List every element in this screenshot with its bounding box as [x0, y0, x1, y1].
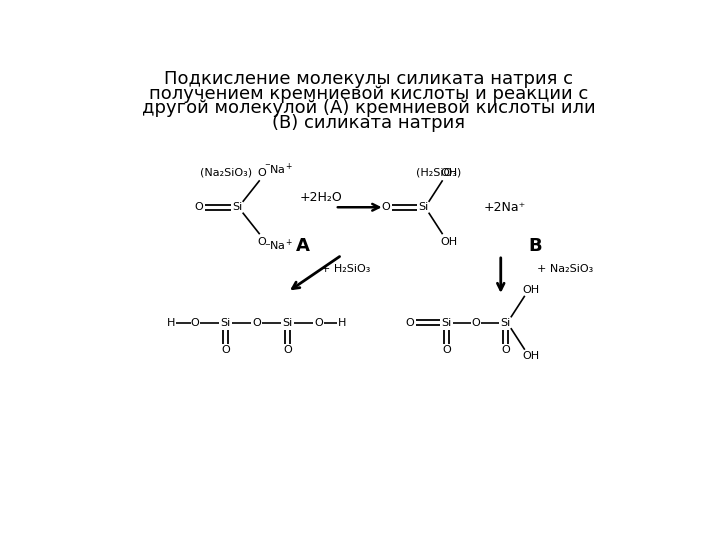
Text: Подкисление молекулы силиката натрия с: Подкисление молекулы силиката натрия с: [164, 70, 574, 88]
Text: +2H₂O: +2H₂O: [300, 191, 342, 204]
Text: Si: Si: [220, 318, 230, 328]
Text: $^-$: $^-$: [264, 242, 271, 252]
Text: Na$^+$: Na$^+$: [269, 238, 294, 253]
Text: OH: OH: [523, 285, 539, 295]
Text: O: O: [283, 346, 292, 355]
Text: B: B: [528, 237, 542, 255]
Text: другой молекулой (А) кремниевой кислоты или: другой молекулой (А) кремниевой кислоты …: [142, 99, 596, 117]
Text: OH: OH: [523, 351, 539, 361]
Text: OH: OH: [440, 237, 457, 247]
Text: +2Na⁺: +2Na⁺: [484, 201, 526, 214]
Text: Na$^+$: Na$^+$: [269, 162, 294, 177]
Text: O: O: [501, 346, 510, 355]
Text: O: O: [314, 318, 323, 328]
Text: O: O: [221, 346, 230, 355]
Text: O: O: [405, 318, 414, 328]
Text: O: O: [472, 318, 480, 328]
Text: A: A: [296, 237, 310, 255]
Text: O: O: [258, 237, 266, 247]
Text: Si: Si: [418, 202, 428, 212]
Text: H: H: [167, 318, 176, 328]
Text: Si: Si: [441, 318, 451, 328]
Text: Si: Si: [500, 318, 510, 328]
Text: (Na₂SiO₃): (Na₂SiO₃): [199, 167, 252, 178]
Text: $^-$: $^-$: [264, 162, 271, 172]
Text: OH: OH: [440, 167, 457, 178]
Text: (H₂SiO₃): (H₂SiO₃): [416, 167, 462, 178]
Text: O: O: [252, 318, 261, 328]
Text: O: O: [258, 167, 266, 178]
Text: O: O: [382, 202, 390, 212]
Text: + H₂SiO₃: + H₂SiO₃: [321, 264, 370, 274]
Text: получением кремниевой кислоты и реакции с: получением кремниевой кислоты и реакции …: [149, 85, 589, 103]
Text: Si: Si: [232, 202, 243, 212]
Text: O: O: [442, 346, 451, 355]
Text: O: O: [190, 318, 199, 328]
Text: Si: Si: [282, 318, 293, 328]
Text: (В) силиката натрия: (В) силиката натрия: [272, 114, 466, 132]
Text: O: O: [194, 202, 203, 212]
Text: H: H: [338, 318, 346, 328]
Text: + Na₂SiO₃: + Na₂SiO₃: [537, 264, 593, 274]
